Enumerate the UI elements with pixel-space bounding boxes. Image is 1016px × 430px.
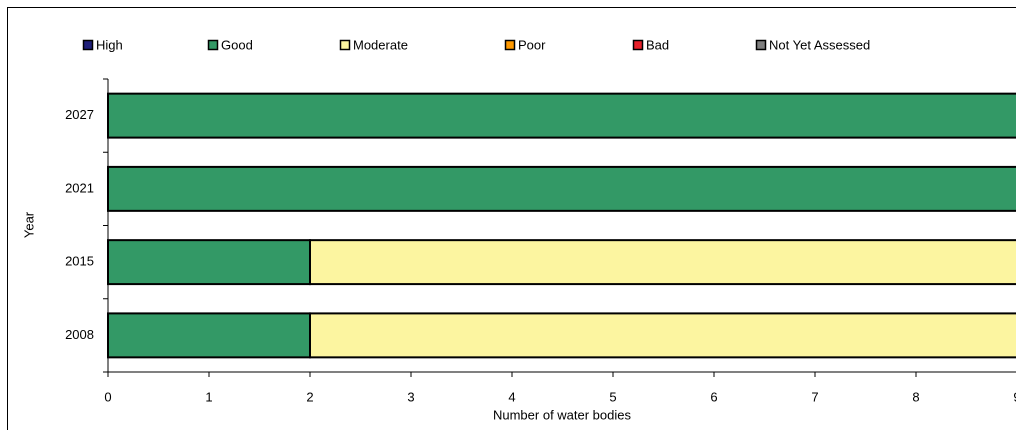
bar-segment	[107, 165, 1016, 212]
x-tick-label: 1	[205, 389, 212, 404]
x-tick-label: 6	[710, 389, 717, 404]
x-tick-label: 5	[609, 389, 616, 404]
x-tick-label: 0	[104, 389, 111, 404]
y-axis-title: Year	[21, 211, 36, 238]
frame	[7, 7, 1016, 430]
x-axis-title: Number of water bodies	[493, 407, 632, 422]
x-tick-label: 3	[407, 389, 414, 404]
legend-label: Not Yet Assessed	[769, 37, 870, 52]
bar-segment	[107, 92, 1016, 139]
y-tick-label: 2021	[65, 180, 94, 195]
legend-label: Poor	[518, 37, 546, 52]
bar-segment	[107, 239, 311, 286]
x-tick-label: 7	[811, 389, 818, 404]
legend-label: High	[96, 37, 123, 52]
legend-swatch	[504, 39, 516, 51]
legend-label: Good	[221, 37, 253, 52]
bar-segment	[309, 312, 1016, 359]
legend-label: Bad	[646, 37, 669, 52]
x-tick-label: 9	[1013, 389, 1016, 404]
x-tick-label: 2	[306, 389, 313, 404]
legend-swatch	[755, 39, 767, 51]
bar-segment	[309, 239, 1016, 286]
y-tick-label: 2015	[65, 254, 94, 269]
legend-label: Moderate	[353, 37, 408, 52]
x-tick-label: 4	[508, 389, 515, 404]
y-tick-label: 2027	[65, 107, 94, 122]
legend-swatch	[207, 39, 219, 51]
legend-swatch	[632, 39, 644, 51]
x-tick-label: 8	[912, 389, 919, 404]
y-tick-label: 2008	[65, 327, 94, 342]
legend-swatch	[339, 39, 351, 51]
bar-segment	[107, 312, 311, 359]
legend-swatch	[82, 39, 94, 51]
